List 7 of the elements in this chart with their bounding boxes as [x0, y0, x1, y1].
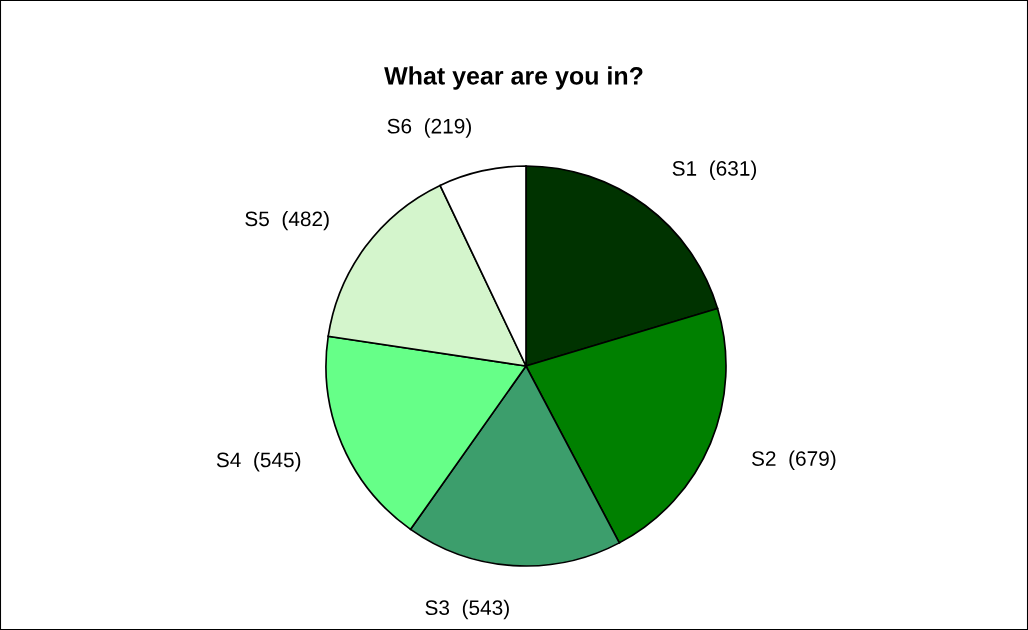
slice-label: S6 (219): [387, 118, 471, 138]
slice-label: S4 (545): [216, 451, 301, 472]
slice-label: S2 (679): [751, 450, 836, 471]
chart-title: What year are you in?: [384, 66, 643, 90]
slice-label: S3 (543): [425, 599, 509, 620]
slice-label: S5 (482): [245, 210, 329, 231]
slice-label: S1 (631): [672, 160, 757, 180]
